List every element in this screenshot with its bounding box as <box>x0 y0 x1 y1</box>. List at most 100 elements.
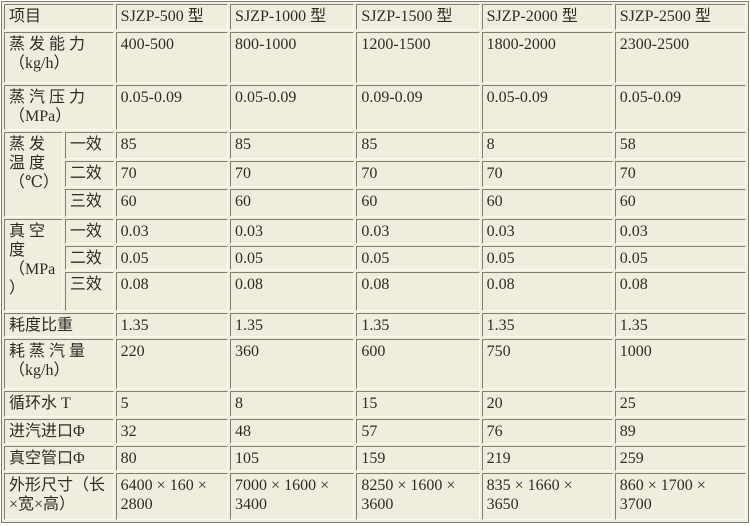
value-cell: 32 <box>115 419 229 444</box>
value-cell: 60 <box>481 189 613 217</box>
value-cell: 0.08 <box>614 272 746 311</box>
value-cell: 0.05 <box>356 246 480 270</box>
value-cell: 2300-2500 <box>614 32 746 83</box>
value-cell: 25 <box>614 391 746 417</box>
value-cell: 0.05 <box>614 246 746 270</box>
value-cell: 58 <box>614 132 746 159</box>
value-cell: 1.35 <box>614 313 746 337</box>
value-cell: 0.03 <box>230 219 355 244</box>
value-cell: 0.05-0.09 <box>230 85 355 130</box>
value-cell: 85 <box>115 132 229 159</box>
value-cell: 1.35 <box>481 313 613 337</box>
value-cell: 1.35 <box>356 313 480 337</box>
effect-label: 二效 <box>64 246 114 270</box>
row-label-consumption-specific-gravity: 耗度比重 <box>4 313 114 337</box>
table-row: 三效 60 60 60 60 60 <box>4 189 746 217</box>
table-row: 蒸 发 能 力 （kg/h） 400-500 800-1000 1200-150… <box>4 32 746 83</box>
row-label-evaporation-capacity: 蒸 发 能 力 （kg/h） <box>4 32 114 83</box>
column-header-item: 项目 <box>4 4 114 30</box>
effect-label: 二效 <box>64 161 114 187</box>
column-header-sjzp-2000: SJZP-2000 型 <box>481 4 613 30</box>
value-cell: 8 <box>481 132 613 159</box>
effect-label: 一效 <box>64 132 114 159</box>
row-label-steam-inlet-diameter: 进汽进口Φ <box>4 419 114 444</box>
value-cell: 70 <box>481 161 613 187</box>
column-header-sjzp-2500: SJZP-2500 型 <box>614 4 746 30</box>
value-cell: 15 <box>356 391 480 417</box>
value-cell: 60 <box>115 189 229 217</box>
value-cell: 0.03 <box>481 219 613 244</box>
effect-label: 三效 <box>64 272 114 311</box>
value-cell: 159 <box>356 446 480 471</box>
table-row: 二效 0.05 0.05 0.05 0.05 0.05 <box>4 246 746 270</box>
value-cell: 8 <box>230 391 355 417</box>
value-cell: 70 <box>115 161 229 187</box>
table-row: 蒸 发 温 度 （℃） 一效 85 85 85 8 58 <box>4 132 746 217</box>
table-row: 二效 70 70 70 70 70 <box>4 161 746 187</box>
value-cell: 0.05-0.09 <box>115 85 229 130</box>
value-cell: 70 <box>230 161 355 187</box>
value-cell: 80 <box>115 446 229 471</box>
table-row: 真空管口Φ 80 105 159 219 259 <box>4 446 746 471</box>
value-cell: 0.05-0.09 <box>481 85 613 130</box>
value-cell: 0.09-0.09 <box>356 85 480 130</box>
value-cell: 105 <box>230 446 355 471</box>
value-cell: 70 <box>356 161 480 187</box>
value-cell: 48 <box>230 419 355 444</box>
value-cell: 20 <box>481 391 613 417</box>
value-cell: 259 <box>614 446 746 471</box>
column-header-sjzp-500: SJZP-500 型 <box>115 4 229 30</box>
value-cell: 1.35 <box>115 313 229 337</box>
value-cell: 76 <box>481 419 613 444</box>
value-cell: 70 <box>614 161 746 187</box>
row-label-circulating-water: 循环水 T <box>4 391 114 417</box>
value-cell: 0.05 <box>230 246 355 270</box>
value-cell: 1800-2000 <box>481 32 613 83</box>
value-cell: 89 <box>614 419 746 444</box>
table-row: 耗 蒸 汽 量 （kg/h） 220 360 600 750 1000 <box>4 339 746 389</box>
effect-label: 三效 <box>64 189 114 217</box>
value-cell: 220 <box>115 339 229 389</box>
value-cell: 600 <box>356 339 480 389</box>
value-cell: 0.05-0.09 <box>614 85 746 130</box>
value-cell: 1.35 <box>230 313 355 337</box>
row-label-steam-pressure: 蒸 汽 压 力 （MPa） <box>4 85 114 130</box>
table-row: 外形尺寸（长 ×宽×高） 6400 × 160 × 2800 7000 × 16… <box>4 473 746 520</box>
value-cell: 7000 × 1600 × 3400 <box>230 473 355 520</box>
value-cell: 85 <box>356 132 480 159</box>
column-header-sjzp-1500: SJZP-1500 型 <box>356 4 480 30</box>
group-label-evaporation-temperature: 蒸 发 温 度 （℃） <box>4 132 63 217</box>
value-cell: 5 <box>115 391 229 417</box>
value-cell: 0.03 <box>115 219 229 244</box>
value-cell: 835 × 1660 × 3650 <box>481 473 613 520</box>
value-cell: 1000 <box>614 339 746 389</box>
table-row: 循环水 T 5 8 15 20 25 <box>4 391 746 417</box>
value-cell: 219 <box>481 446 613 471</box>
table-row: 三效 0.08 0.08 0.08 0.08 0.08 <box>4 272 746 311</box>
header-row: 项目 SJZP-500 型 SJZP-1000 型 SJZP-1500 型 SJ… <box>4 4 746 30</box>
table-row: 耗度比重 1.35 1.35 1.35 1.35 1.35 <box>4 313 746 337</box>
value-cell: 360 <box>230 339 355 389</box>
value-cell: 0.08 <box>115 272 229 311</box>
value-cell: 800-1000 <box>230 32 355 83</box>
table-row: 蒸 汽 压 力 （MPa） 0.05-0.09 0.05-0.09 0.09-0… <box>4 85 746 130</box>
value-cell: 85 <box>230 132 355 159</box>
value-cell: 8250 × 1600 × 3600 <box>356 473 480 520</box>
row-label-steam-consumption: 耗 蒸 汽 量 （kg/h） <box>4 339 114 389</box>
value-cell: 60 <box>356 189 480 217</box>
value-cell: 0.08 <box>481 272 613 311</box>
column-header-sjzp-1000: SJZP-1000 型 <box>230 4 355 30</box>
value-cell: 400-500 <box>115 32 229 83</box>
value-cell: 57 <box>356 419 480 444</box>
value-cell: 860 × 1700 × 3700 <box>614 473 746 520</box>
table-row: 进汽进口Φ 32 48 57 76 89 <box>4 419 746 444</box>
value-cell: 0.03 <box>356 219 480 244</box>
row-label-overall-dimensions: 外形尺寸（长 ×宽×高） <box>4 473 114 520</box>
value-cell: 6400 × 160 × 2800 <box>115 473 229 520</box>
value-cell: 1200-1500 <box>356 32 480 83</box>
value-cell: 0.08 <box>356 272 480 311</box>
row-label-vacuum-pipe-diameter: 真空管口Φ <box>4 446 114 471</box>
value-cell: 0.05 <box>115 246 229 270</box>
